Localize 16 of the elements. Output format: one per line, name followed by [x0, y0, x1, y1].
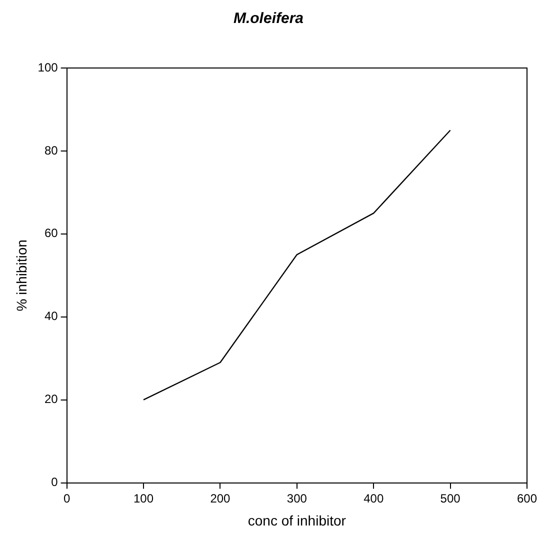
x-tick-label: 500: [440, 491, 461, 506]
y-tick-label: 100: [38, 60, 58, 74]
x-tick-label: 600: [516, 491, 538, 506]
x-tick-label: 400: [364, 491, 384, 506]
chart-title: M.oleifera: [233, 10, 304, 28]
y-tick-label: 0: [51, 475, 58, 490]
x-axis-title: conc of inhibitor: [248, 512, 346, 528]
y-tick-label: 40: [44, 309, 58, 324]
y-axis-title: % inhibition: [13, 240, 30, 312]
x-tick-label: 0: [63, 491, 70, 506]
x-tick-label: 200: [210, 491, 231, 506]
y-tick-label: 20: [44, 392, 58, 406]
x-tick-label: 300: [286, 491, 308, 506]
y-tick-label: 60: [44, 226, 58, 240]
y-tick-label: 80: [44, 143, 58, 158]
x-tick-label: 100: [134, 491, 154, 506]
